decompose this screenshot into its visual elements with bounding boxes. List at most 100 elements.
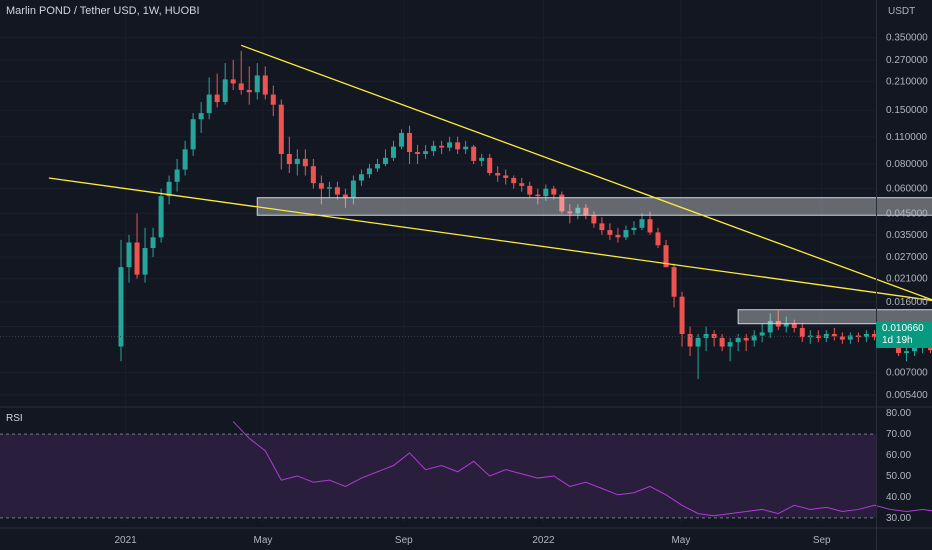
candle-body — [431, 145, 437, 152]
candle-body — [214, 94, 220, 103]
candle-body — [751, 335, 757, 341]
time-tick-label: May — [671, 535, 690, 546]
price-tick-label: 0.080000 — [886, 159, 928, 170]
candle-body — [190, 119, 196, 150]
candle-body — [583, 207, 589, 216]
candle-body — [823, 333, 829, 338]
candle-body — [294, 158, 300, 165]
candle-body — [182, 149, 188, 170]
price-tick-label: 0.150000 — [886, 105, 928, 116]
candle-body — [366, 168, 372, 175]
candle-body — [399, 132, 405, 147]
candle-body — [655, 232, 661, 246]
price-tick-label: 0.027000 — [886, 252, 928, 263]
candle-body — [350, 180, 356, 198]
candle-body — [150, 237, 156, 249]
candle-body — [479, 157, 485, 161]
rsi-tick-label: 40.00 — [886, 492, 911, 503]
candle-body — [487, 157, 493, 174]
candle-body — [134, 242, 140, 275]
chart-legend-title[interactable]: Marlin ⁠POND⁠ / Tether USD, 1W, HUOBI — [6, 5, 200, 17]
candle-body — [831, 333, 837, 337]
candle-body — [759, 332, 765, 336]
candle-body — [663, 245, 669, 268]
rsi-tick-label: 80.00 — [886, 408, 911, 419]
rsi-overbought-oversold-band — [0, 434, 876, 518]
candle-body — [575, 207, 581, 214]
candle-body — [503, 175, 509, 178]
candle-body — [407, 132, 413, 153]
rsi-pane-title[interactable]: RSI — [6, 413, 23, 424]
candle-body — [246, 89, 252, 93]
candle-body — [326, 187, 332, 189]
candle-body — [703, 333, 709, 338]
candle-body — [471, 146, 477, 161]
candle-body — [423, 151, 429, 154]
price-axis-unit: USDT — [888, 6, 915, 17]
time-tick-label: May — [254, 535, 273, 546]
price-tick-label: 0.021000 — [886, 274, 928, 285]
candle-body — [262, 75, 268, 95]
candle-body — [551, 188, 557, 195]
candle-body — [126, 242, 132, 268]
candle-body — [238, 83, 244, 90]
candle-body — [783, 323, 789, 327]
candle-body — [791, 323, 797, 328]
rsi-axis[interactable]: 80.00 70.00 60.00 50.00 40.00 30.00 — [886, 408, 911, 524]
price-tick-label: 0.005400 — [886, 390, 928, 401]
candle-body — [639, 219, 645, 228]
candle-body — [166, 181, 172, 197]
candle-body — [286, 153, 292, 165]
price-tick-label: 0.007000 — [886, 368, 928, 379]
bar-countdown: 1d 19h — [882, 335, 913, 346]
candle-body — [415, 152, 421, 154]
candles — [118, 50, 932, 380]
rsi-tick-label: 30.00 — [886, 513, 911, 524]
candle-body — [535, 194, 541, 197]
candle-body — [815, 335, 821, 338]
rsi-tick-label: 60.00 — [886, 450, 911, 461]
price-tick-label: 0.210000 — [886, 76, 928, 87]
candle-body — [559, 194, 565, 212]
candle-body — [118, 267, 124, 347]
price-tick-label: 0.060000 — [886, 184, 928, 195]
price-tick-label: 0.110000 — [886, 132, 927, 143]
candle-body — [871, 333, 877, 338]
candle-body — [382, 157, 388, 165]
candle-body — [599, 223, 605, 231]
candle-body — [439, 145, 445, 148]
candle-body — [278, 104, 284, 154]
candle-body — [447, 142, 453, 148]
time-tick-label: 2022 — [532, 535, 555, 546]
candle-body — [567, 211, 573, 214]
candle-body — [495, 173, 501, 176]
candle-body — [198, 113, 204, 120]
price-tick-label: 0.350000 — [886, 33, 928, 44]
candle-body — [767, 320, 773, 333]
candle-body — [799, 327, 805, 338]
descending-resistance — [241, 44, 932, 301]
candle-body — [511, 177, 517, 184]
rsi-line — [232, 421, 932, 517]
candle-body — [374, 164, 380, 169]
candle-body — [254, 75, 260, 93]
candle-body — [270, 94, 276, 105]
candle-body — [342, 194, 348, 198]
candle-body — [318, 183, 324, 189]
time-tick-label: Sep — [813, 535, 831, 546]
candle-body — [543, 188, 549, 197]
last-price-tag: 0.010660 1d 19h — [876, 322, 932, 348]
time-tick-label: 2021 — [114, 535, 137, 546]
candle-body — [863, 333, 869, 338]
candle-body — [719, 337, 725, 347]
price-tick-label: 0.035000 — [886, 230, 928, 241]
candle-body — [174, 169, 180, 182]
candle-body — [310, 166, 316, 184]
symbol-pair-info: / Tether USD, 1W, HUOBI — [70, 5, 200, 17]
time-tick-label: Sep — [395, 535, 413, 546]
candle-body — [647, 219, 653, 233]
time-axis[interactable]: 2021MaySep2022MaySep2023MaySep2024May — [114, 535, 932, 546]
candle-body — [158, 196, 164, 238]
